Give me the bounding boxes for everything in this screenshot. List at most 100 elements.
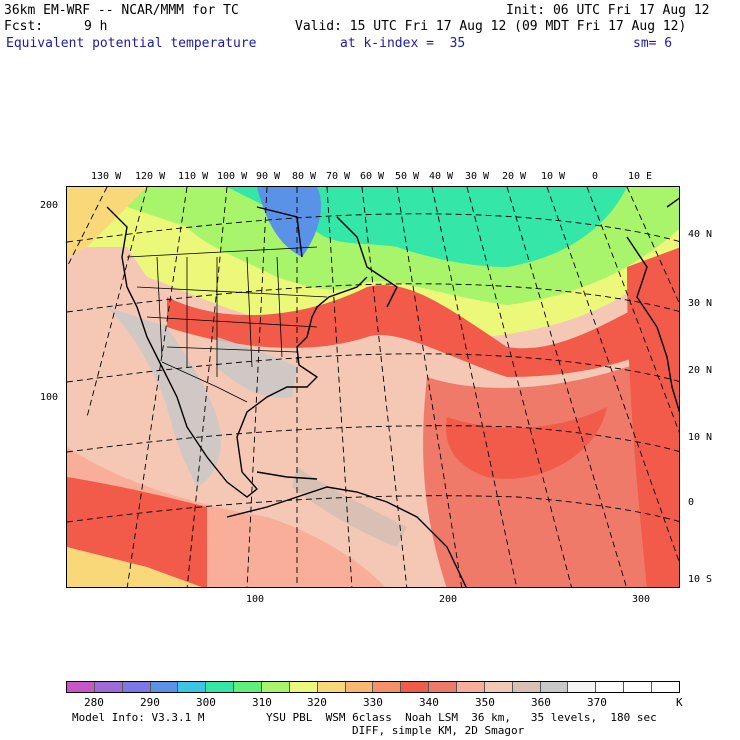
colorbar-swatch [540, 682, 569, 692]
colorbar-swatch [262, 682, 290, 692]
colorbar-label: 340 [419, 696, 439, 709]
coastline-cuba [256, 471, 318, 480]
x-grid-label: 300 [632, 594, 651, 605]
colorbar-label: 290 [140, 696, 160, 709]
lon-label: 10 W [541, 171, 566, 182]
colorbar-label: 310 [252, 696, 272, 709]
colorbar-label: 280 [84, 696, 104, 709]
lon-line [396, 187, 463, 587]
colorbar-label: 360 [531, 696, 551, 709]
lon-label: 130 W [91, 171, 122, 182]
lon-label: 20 W [502, 171, 527, 182]
lon-label: 0 [592, 171, 599, 182]
colorbar-swatch [94, 682, 123, 692]
colorbar-label: 320 [307, 696, 327, 709]
coastline-north-america [106, 206, 368, 498]
lat-line-40n [67, 213, 679, 243]
model-info: Model Info: V3.3.1 M [72, 711, 205, 724]
field-330-sw [67, 547, 202, 587]
field-340-atlantic [423, 357, 679, 587]
colorbar-swatch [234, 682, 263, 692]
lat-label: 0 [688, 497, 695, 508]
borders [126, 246, 328, 403]
graticule [67, 187, 679, 587]
coastline-europe [666, 197, 679, 208]
border-state [276, 256, 283, 358]
colorbar-label: 330 [363, 696, 383, 709]
diffusion-info: DIFF, simple KM, 2D Smagor [352, 724, 525, 737]
lon-label: 50 W [395, 171, 420, 182]
lon-label: 90 W [256, 171, 281, 182]
lat-label: 10 N [688, 432, 713, 443]
lon-line [67, 187, 108, 268]
colorbar-label: 300 [196, 696, 216, 709]
k-index: at k-index = 35 [340, 36, 466, 51]
valid-time: Valid: 15 UTC Fri 17 Aug 12 (09 MDT Fri … [295, 19, 687, 34]
physics-info: YSU PBL WSM 6class Noah LSM 36 km, 35 le… [266, 711, 657, 724]
border-state [146, 316, 318, 328]
lat-line-eq [67, 495, 679, 523]
colorbar-swatch [206, 682, 235, 692]
y-grid-label: 100 [40, 392, 59, 403]
colorbar-swatch [484, 682, 513, 692]
fcst-value: 9 h [84, 19, 108, 34]
smoothing: sm= 6 [633, 36, 673, 51]
model-title: 36km EM-WRF -- NCAR/MMM for TC [4, 3, 239, 18]
lat-line-30n [67, 283, 679, 313]
lon-label: 120 W [135, 171, 166, 182]
colorbar-swatch [122, 682, 151, 692]
lon-line [246, 187, 268, 587]
lon-label: 30 W [465, 171, 490, 182]
lat-label: 40 N [688, 229, 713, 240]
colorbar-swatch [568, 682, 597, 692]
field-345-core [446, 407, 607, 479]
border-canada-us [126, 246, 318, 258]
lon-line [186, 187, 228, 587]
coastline-africa [626, 236, 679, 413]
lat-label: 30 N [688, 298, 713, 309]
border-state [136, 286, 328, 298]
lon-line [546, 187, 679, 563]
lon-label: 10 E [628, 171, 653, 182]
colorbar-swatch [596, 682, 625, 692]
field-300-band [227, 187, 627, 267]
lon-line [431, 187, 518, 587]
x-grid-label: 200 [439, 594, 458, 605]
border-state [246, 256, 253, 368]
lon-line [361, 187, 408, 587]
lat-line-10n [67, 425, 679, 453]
field-290-blob [257, 187, 322, 257]
lat-label: 20 N [688, 365, 713, 376]
colorbar-swatch [457, 682, 485, 692]
colorbar-swatch [67, 682, 95, 692]
lon-label: 60 W [360, 171, 385, 182]
lon-label: 100 W [217, 171, 248, 182]
border-state [166, 346, 298, 353]
lon-label: 70 W [326, 171, 351, 182]
lat-label: 10 S [688, 574, 713, 585]
coastline-canada-east [336, 216, 398, 308]
field-340-front [167, 285, 679, 377]
field-355-caribbean [292, 467, 407, 547]
lon-line [126, 187, 188, 587]
colorbar-swatch [652, 682, 679, 692]
colorbar-label: 350 [475, 696, 495, 709]
x-grid-label: 100 [246, 594, 265, 605]
colorbar-swatch [373, 682, 402, 692]
map-panel [66, 186, 680, 588]
colorbar-swatch [345, 682, 374, 692]
colorbar-swatch [429, 682, 458, 692]
lon-label: 110 W [178, 171, 209, 182]
border-state [156, 256, 163, 358]
field-340-africa [627, 247, 679, 587]
colorbar [66, 681, 680, 693]
colorbar-unit: K [676, 696, 683, 709]
lon-line [586, 187, 679, 433]
colorbar-swatch [317, 682, 346, 692]
colorbar-swatch [150, 682, 179, 692]
field-360-gulf [217, 337, 297, 398]
border-us-mexico [161, 361, 248, 403]
lat-line-20n [67, 353, 679, 383]
colorbar-swatch [401, 682, 430, 692]
lon-label: 80 W [292, 171, 317, 182]
